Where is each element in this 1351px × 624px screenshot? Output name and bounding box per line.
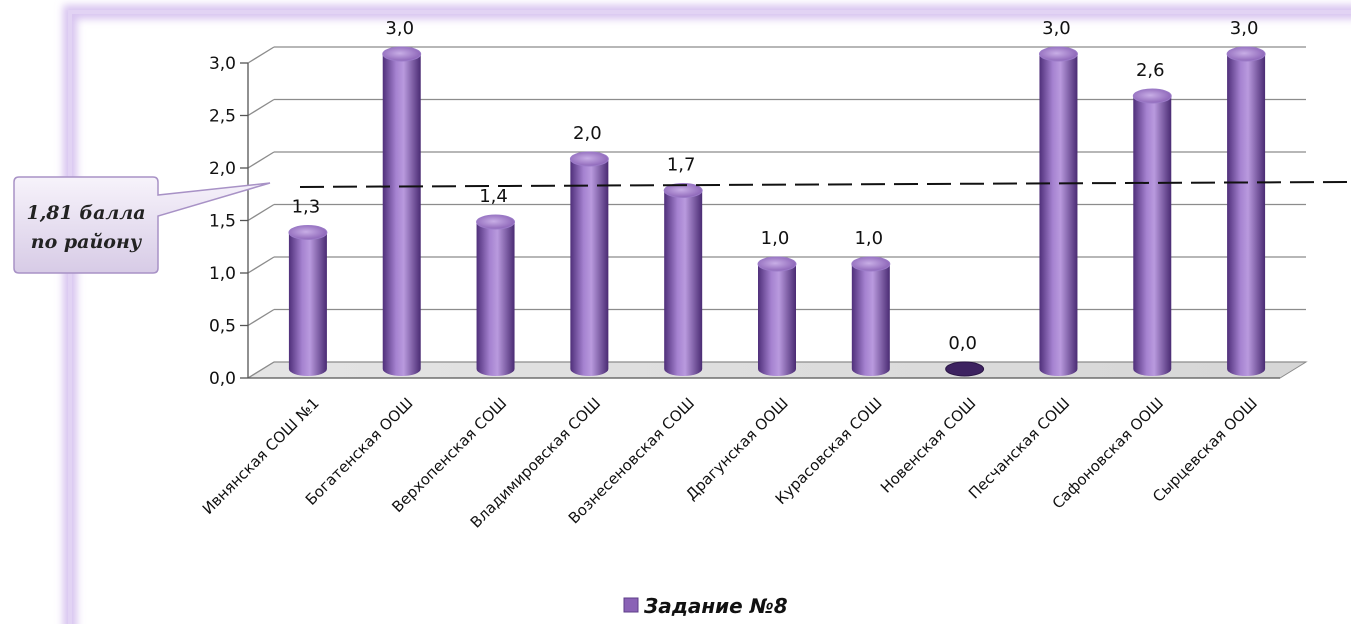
bar <box>1038 46 1078 376</box>
gridline-diagonal <box>247 308 275 327</box>
category-label: Новенская СОШ <box>877 394 979 496</box>
category-label: Курасовская СОШ <box>772 394 886 508</box>
category-label: Сырцевская ООШ <box>1149 394 1261 506</box>
bar-body <box>1039 54 1078 376</box>
bar-body <box>288 232 327 376</box>
bars <box>288 46 1266 377</box>
bar-cap <box>1038 46 1078 62</box>
bar-body <box>758 264 796 376</box>
data-label: 1,3 <box>292 197 321 218</box>
data-label: 3,0 <box>1042 18 1071 39</box>
bar <box>757 256 797 376</box>
category-label: Песчанская СОШ <box>965 394 1073 502</box>
frame <box>68 10 1351 624</box>
data-label: 1,4 <box>479 186 508 207</box>
bar <box>851 256 891 376</box>
bar <box>663 183 703 376</box>
reference-callout: 1,81 балла по району <box>13 176 271 274</box>
bar-body <box>476 222 515 376</box>
y-tick-label: 2,5 <box>209 107 236 127</box>
data-labels: 1,3 3,0 1,4 2,0 1,7 1,0 1,0 0,0 3,0 2,6 3,0 <box>292 18 1259 354</box>
bar-cap <box>663 183 703 198</box>
data-label: 2,6 <box>1136 60 1165 81</box>
bar <box>1132 88 1172 376</box>
bar-body <box>570 159 609 376</box>
bar <box>476 214 516 376</box>
y-tick-label: 1,5 <box>209 212 236 232</box>
y-tick-label: 3,0 <box>209 54 236 74</box>
bar-cap <box>757 256 797 272</box>
bar-cap <box>945 361 985 377</box>
bar-cap <box>851 256 891 272</box>
y-tick-label: 0,0 <box>209 369 236 389</box>
bar-cap <box>569 151 609 167</box>
bar-body <box>1133 96 1172 376</box>
bar <box>569 151 609 376</box>
bar-body <box>851 264 890 376</box>
bar <box>1226 46 1266 376</box>
gridline-diagonal <box>247 151 275 169</box>
data-label: 1,0 <box>761 228 790 249</box>
bar <box>945 361 985 377</box>
y-axis-ticks: 0,0 0,5 1,0 1,5 2,0 2,5 3,0 <box>209 54 1280 389</box>
data-label: 1,0 <box>854 228 883 249</box>
bar <box>382 46 422 376</box>
bar-body <box>664 190 703 376</box>
y-tick-label: 0,5 <box>209 317 236 337</box>
gridline-diagonal <box>247 203 275 222</box>
category-label: Драгунская ООШ <box>682 394 792 504</box>
bar-cap <box>288 225 328 240</box>
gridline-diagonal <box>247 98 275 117</box>
callout-shape <box>13 176 271 274</box>
callout-line-1: 1,81 балла <box>26 202 145 224</box>
reference-line <box>299 180 1351 188</box>
legend-swatch <box>623 597 639 613</box>
bar-body <box>1227 54 1266 376</box>
data-label: 3,0 <box>1230 18 1259 39</box>
gridline-diagonal <box>247 361 275 379</box>
callout-line-2: по району <box>31 231 143 253</box>
bar-cap <box>1226 46 1266 62</box>
data-label: 3,0 <box>385 18 414 39</box>
legend-label: Задание №8 <box>643 594 788 618</box>
bar <box>288 225 328 376</box>
bar-body <box>382 54 421 376</box>
bar-cap <box>382 46 422 62</box>
bar-cap <box>476 214 516 230</box>
y-tick-label: 2,0 <box>209 159 236 179</box>
data-label: 2,0 <box>573 123 602 144</box>
gridline-diagonal <box>247 256 275 274</box>
data-label: 1,7 <box>667 155 696 176</box>
bar-cap <box>1132 88 1172 104</box>
legend: Задание №8 <box>623 594 788 618</box>
y-tick-label: 1,0 <box>209 264 236 284</box>
gridline-diagonal <box>247 46 275 64</box>
data-label: 0,0 <box>948 333 977 354</box>
